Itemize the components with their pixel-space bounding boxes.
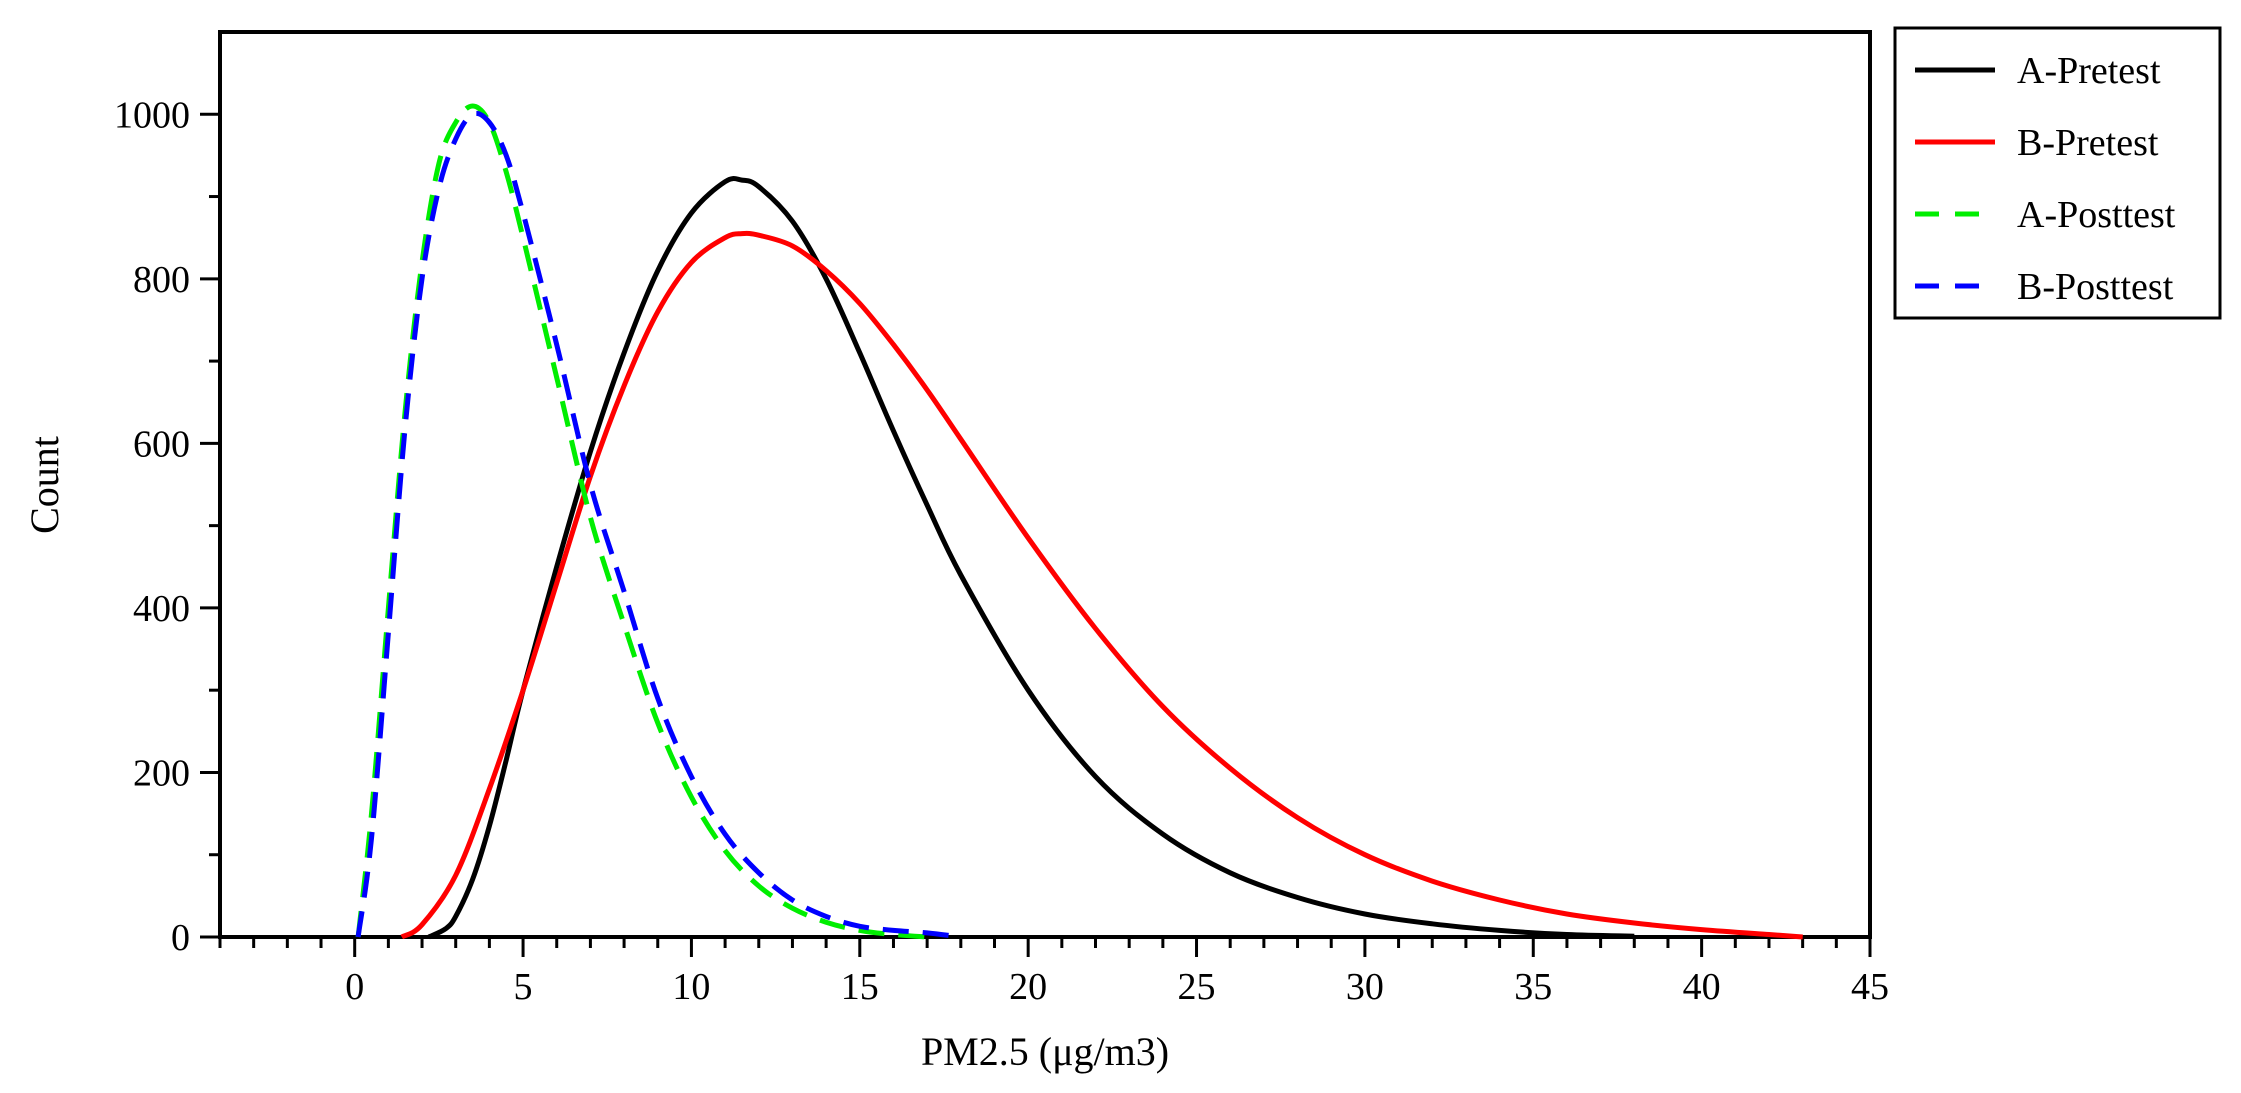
legend-box (1893, 26, 2222, 320)
y-tick-label: 0 (171, 917, 190, 959)
series-lines (355, 103, 1803, 940)
series-line-b-pretest (400, 230, 1803, 940)
y-tick-label: 800 (133, 259, 190, 301)
axis-ticks: 0 5 10 15 20 25 30 35 40 45 0 200 400 600 800 1000 (114, 94, 1889, 1008)
x-tick-label: 0 (345, 966, 364, 1008)
x-tick-label: 15 (841, 966, 879, 1008)
y-tick-label: 400 (133, 588, 190, 630)
legend: A-Pretest B-Pretest A-Posttest B-Posttest (1893, 26, 2222, 320)
y-tick-label: 600 (133, 423, 190, 465)
x-tick-label: 20 (1009, 966, 1047, 1008)
x-tick-label: 30 (1346, 966, 1384, 1008)
x-tick-label: 45 (1851, 966, 1889, 1008)
x-tick-label: 10 (672, 966, 710, 1008)
x-tick-label: 25 (1178, 966, 1216, 1008)
legend-label-a-pretest: A-Pretest (2017, 50, 2161, 92)
legend-label-b-posttest: B-Posttest (2017, 266, 2174, 308)
y-axis-label: Count (22, 436, 67, 534)
x-tick-label: 35 (1514, 966, 1552, 1008)
x-tick-label: 40 (1683, 966, 1721, 1008)
legend-label-a-posttest: A-Posttest (2017, 194, 2176, 236)
y-tick-label: 200 (133, 752, 190, 794)
plot-frame (218, 30, 1872, 939)
y-tick-label: 1000 (114, 94, 190, 136)
legend-label-b-pretest: B-Pretest (2017, 122, 2159, 164)
series-line-b-posttest (355, 110, 962, 940)
x-tick-label: 5 (514, 966, 533, 1008)
x-axis-label: PM2.5 (μg/m3) (921, 1029, 1169, 1074)
series-line-a-pretest (427, 176, 1635, 940)
